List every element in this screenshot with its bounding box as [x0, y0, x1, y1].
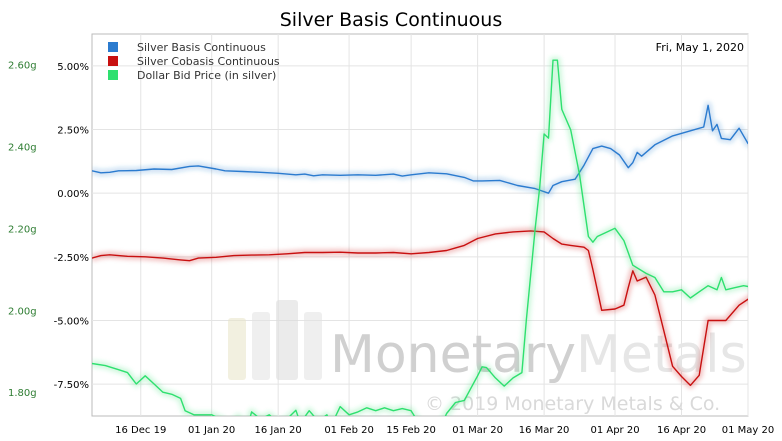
chart-title: Silver Basis Continuous [280, 9, 503, 31]
x-tick-label: 16 Dec 19 [115, 425, 166, 436]
x-tick-label: 16 Apr 20 [657, 425, 706, 436]
x-tick-label: 01 Mar 20 [452, 425, 503, 436]
y-left-tick-label: 2.00g [8, 306, 37, 317]
legend: Silver Basis Continuous Silver Cobasis C… [108, 41, 280, 82]
watermark-brand: MonetaryMetals [330, 325, 747, 385]
y-right-tick-label: -7.50% [54, 380, 89, 391]
x-tick-label: 01 Apr 20 [590, 425, 639, 436]
axis-labels: 16 Dec 19 01 Jan 20 16 Jan 20 01 Feb 20 15 F… [8, 60, 774, 436]
y-right-tick-label: -5.00% [54, 317, 89, 328]
y-left-tick-label: 1.80g [8, 388, 37, 399]
legend-swatch-cobasis [108, 56, 118, 66]
y-right-tick-label: 5.00% [57, 62, 89, 73]
x-tick-label: 15 Feb 20 [386, 425, 436, 436]
x-tick-label: 16 Jan 20 [255, 425, 302, 436]
y-right-tick-label: 0.00% [57, 189, 89, 200]
series-layer [92, 56, 748, 416]
silver-cobasis-continuous-line [92, 230, 748, 387]
y-right-tick-label: 2.50% [57, 126, 89, 137]
x-tick-label: 16 Mar 20 [519, 425, 570, 436]
dollar-bid-price-in-silver-line [92, 59, 748, 416]
y-left-tick-label: 2.60g [8, 60, 37, 71]
watermark-copyright: © 2019 Monetary Metals & Co. [425, 393, 720, 415]
silver-basis-continuous-line [92, 104, 748, 194]
watermark: MonetaryMetals © 2019 Monetary Metals & … [228, 300, 747, 415]
y-left-tick-label: 2.20g [8, 224, 37, 235]
x-tick-label: 01 Feb 20 [324, 425, 374, 436]
x-tick-label: 01 Jan 20 [188, 425, 235, 436]
legend-swatch-basis [108, 42, 118, 52]
y-right-tick-label: -2.50% [54, 253, 89, 264]
legend-label-cobasis: Silver Cobasis Continuous [137, 55, 280, 68]
date-label: Fri, May 1, 2020 [656, 41, 744, 54]
y-left-tick-label: 2.40g [8, 142, 37, 153]
watermark-logo [228, 300, 322, 380]
x-tick-label: 01 May 20 [722, 425, 774, 436]
legend-swatch-dollar [108, 70, 118, 80]
legend-label-dollar: Dollar Bid Price (in silver) [137, 69, 276, 82]
legend-label-basis: Silver Basis Continuous [137, 41, 266, 54]
plot-area [91, 33, 749, 417]
